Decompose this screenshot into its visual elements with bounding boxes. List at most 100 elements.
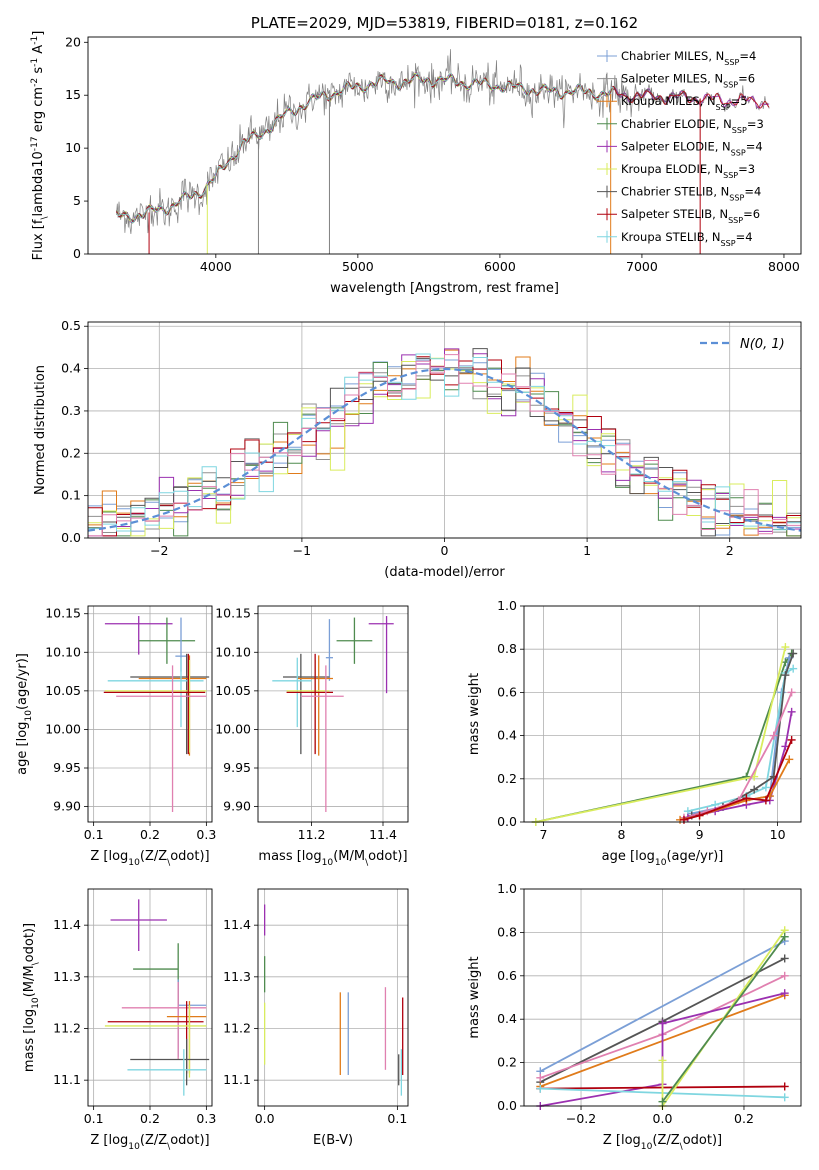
- x-tick-label: 7: [540, 827, 548, 842]
- spectrum-model-line: [116, 73, 699, 221]
- y-tick-label: 11.4: [53, 917, 81, 932]
- y-tick-label: 10.00: [215, 721, 251, 736]
- errorbar-point: [368, 616, 394, 694]
- x-axis-label: Z [log10(Z/Z\odot)]: [603, 1133, 722, 1152]
- x-axis-label: mass [log10(M/M\odot)]: [258, 849, 407, 868]
- y-tick-label: 9.90: [223, 799, 251, 814]
- axes-frame: [87, 36, 802, 255]
- y-tick-label: 10.10: [215, 644, 251, 659]
- y-tick-label: 10.00: [45, 721, 81, 736]
- x-tick-label: 9: [696, 827, 704, 842]
- x-tick-label: −0.2: [566, 1111, 596, 1126]
- x-tick-label: 0.0: [653, 1111, 673, 1126]
- y-tick-label: 11.2: [53, 1021, 81, 1036]
- series-line: [539, 940, 786, 1073]
- y-tick-label: 9.95: [53, 760, 81, 775]
- chart-spectrum: 4000 5000 6000 7000 8000 0 5 10 15 20 wavelength […: [30, 31, 802, 296]
- y-tick-label: 9.95: [223, 760, 251, 775]
- errorbar-point: [286, 660, 330, 753]
- legend-entry: Salpeter STELIB, NSSP=6: [621, 207, 760, 225]
- axes-frame: [257, 605, 409, 823]
- chart-mass-weight-vs-Z: −0.2 0.0 0.2 0.0 0.2 0.4 0.6 0.8 1.0 Z [log10(Z/Z…: [467, 881, 802, 1152]
- x-tick-label: 0.0: [255, 1111, 275, 1126]
- y-tick-label: 0: [73, 246, 81, 261]
- y-tick-label: 5: [73, 193, 81, 208]
- y-tick-label: 9.90: [53, 799, 81, 814]
- series-line: [540, 992, 785, 1107]
- plot-area: [115, 49, 770, 254]
- errorbar-point: [116, 665, 207, 812]
- y-tick-label: 0.4: [497, 728, 517, 743]
- legend-entry: Kroupa STELIB, NSSP=4: [621, 230, 753, 248]
- y-axis-label: mass weight: [467, 956, 482, 1038]
- chart-mass-vs-Z: 0.1 0.2 0.3 11.1 11.2 11.3 11.4 Z [log10(Z/Z\od…: [22, 888, 216, 1152]
- plot-area: [104, 899, 210, 1096]
- histogram-step-line: [88, 354, 801, 537]
- legend-entry: Chabrier STELIB, NSSP=4: [621, 185, 761, 203]
- y-axis-label: Normed distribution: [33, 365, 48, 495]
- y-tick-label: 0.4: [61, 361, 81, 376]
- plot-area: [531, 643, 798, 826]
- y-tick-label: 11.3: [53, 969, 81, 984]
- x-tick-label: 2: [726, 543, 734, 558]
- x-tick-label: 0.3: [196, 1111, 216, 1126]
- x-axis-label: Z [log10(Z/Z\odot)]: [90, 849, 209, 868]
- y-axis-label: mass weight: [467, 673, 482, 755]
- spectrum-model-line: [116, 72, 614, 224]
- y-axis-label: Flux [f\lambda10-17 erg cm-2 s-1 A-1]: [30, 31, 50, 261]
- errorbar-point: [283, 653, 330, 755]
- y-tick-label: 10.05: [45, 683, 81, 698]
- errorbar-point: [104, 660, 207, 753]
- y-tick-label: 0.2: [497, 771, 517, 786]
- chart-age-vs-mass: 11.2 11.4 9.90 9.95 10.00 10.05 10.10 10.15 mass…: [215, 605, 409, 868]
- x-tick-label: −2: [150, 543, 168, 558]
- x-tick-label: 0.1: [84, 827, 104, 842]
- x-axis-label: age [log10(age/yr)]: [602, 849, 724, 868]
- plot-area: [536, 926, 789, 1110]
- errorbar-point: [121, 982, 207, 1060]
- x-tick-label: −1: [293, 543, 311, 558]
- y-tick-label: 11.3: [223, 969, 251, 984]
- x-tick-label: 1: [583, 543, 591, 558]
- y-tick-label: 11.1: [223, 1072, 251, 1087]
- chart-mass-vs-ebv: 0.0 0.1 11.1 11.2 11.3 11.4 E(B-V): [223, 888, 409, 1148]
- y-tick-label: 0.1: [61, 488, 81, 503]
- x-tick-label: 0.1: [387, 1111, 407, 1126]
- errorbar-point: [110, 899, 167, 951]
- errorbar-point: [130, 1038, 210, 1086]
- errorbar-point: [300, 665, 344, 812]
- y-tick-label: 11.1: [53, 1072, 81, 1087]
- errorbar-point: [177, 979, 207, 1057]
- legend-entry: Salpeter ELODIE, NSSP=4: [621, 139, 763, 157]
- errorbar-point: [133, 943, 179, 1006]
- x-axis-label: (data-model)/error: [384, 565, 505, 580]
- x-tick-label: 0: [441, 543, 449, 558]
- y-tick-label: 0.6: [497, 968, 517, 983]
- plot-area: [272, 616, 394, 812]
- x-tick-label: 4000: [200, 259, 232, 274]
- plot-area: [263, 904, 404, 1096]
- errorbar-point: [104, 1005, 207, 1078]
- x-tick-label: 7000: [626, 259, 658, 274]
- chart-residuals: −2 −1 0 1 2 0.0 0.1 0.2 0.3 0.4 0.5 (data-model)/er…: [33, 318, 802, 580]
- y-axis-label: age [log10(age/yr)]: [15, 653, 34, 775]
- spectrum-model-line: [116, 71, 699, 224]
- plot-area: [88, 348, 801, 537]
- legend-entry: Kroupa ELODIE, NSSP=3: [621, 162, 755, 180]
- chart-age-vs-Z: 0.1 0.2 0.3 9.90 9.95 10.00 10.05 10.10 10.15 Z […: [15, 605, 216, 868]
- y-tick-label: 1.0: [497, 881, 517, 896]
- y-tick-label: 10.15: [45, 606, 81, 621]
- legend: Chabrier MILES, NSSP=4 Salpeter MILES, NS…: [597, 49, 764, 247]
- series-line: [661, 936, 786, 1103]
- y-tick-label: 0.4: [497, 1011, 517, 1026]
- chart-title: PLATE=2029, MJD=53819, FIBERID=0181, z=0…: [251, 14, 638, 32]
- x-tick-label: 0.2: [734, 1111, 754, 1126]
- y-tick-label: 10.15: [215, 606, 251, 621]
- axes-frame: [257, 888, 409, 1107]
- errorbar-point: [130, 653, 210, 755]
- errorbar-point: [104, 616, 173, 655]
- legend-entry: Kroupa MILES, NSSP=5: [621, 94, 748, 112]
- series-line: [535, 652, 793, 823]
- y-tick-label: 1.0: [497, 598, 517, 613]
- y-tick-label: 15: [65, 87, 81, 102]
